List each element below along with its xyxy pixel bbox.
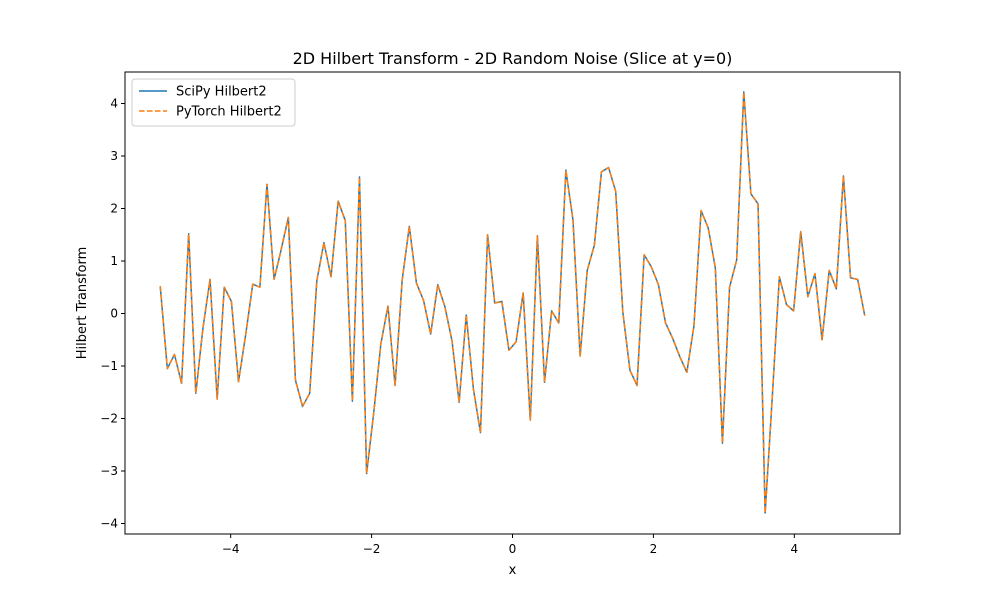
x-tick-label-1: −2 bbox=[363, 542, 381, 556]
plot-lines bbox=[159, 91, 866, 514]
x-tick-label-0: −4 bbox=[222, 542, 240, 556]
series-line-1 bbox=[159, 91, 866, 514]
y-tick-label-6: 2 bbox=[110, 202, 118, 216]
y-tick-label-3: −1 bbox=[100, 359, 118, 373]
y-tick-label-7: 3 bbox=[110, 149, 118, 163]
x-axis-label: x bbox=[509, 563, 517, 578]
y-tick-label-4: 0 bbox=[110, 307, 118, 321]
x-tick-label-2: 0 bbox=[509, 542, 517, 556]
legend-label-pytorch: PyTorch Hilbert2 bbox=[176, 105, 282, 120]
legend-label-scipy: SciPy Hilbert2 bbox=[176, 85, 267, 100]
y-tick-label-0: −4 bbox=[100, 517, 118, 531]
chart-title: 2D Hilbert Transform - 2D Random Noise (… bbox=[293, 49, 733, 68]
y-tick-label-1: −3 bbox=[100, 464, 118, 478]
y-axis-ticks: −4 −3 −2 −1 0 1 2 3 4 bbox=[100, 97, 125, 531]
legend-box bbox=[131, 78, 296, 127]
x-tick-label-3: 2 bbox=[650, 542, 658, 556]
legend: SciPy Hilbert2 PyTorch Hilbert2 bbox=[131, 78, 296, 127]
x-axis-ticks: −4 −2 0 2 4 bbox=[222, 534, 798, 556]
y-axis-label: Hilbert Transform bbox=[75, 247, 90, 360]
y-tick-label-2: −2 bbox=[100, 412, 118, 426]
y-tick-label-8: 4 bbox=[110, 97, 118, 111]
y-tick-label-5: 1 bbox=[110, 254, 118, 268]
x-tick-label-4: 4 bbox=[790, 542, 798, 556]
